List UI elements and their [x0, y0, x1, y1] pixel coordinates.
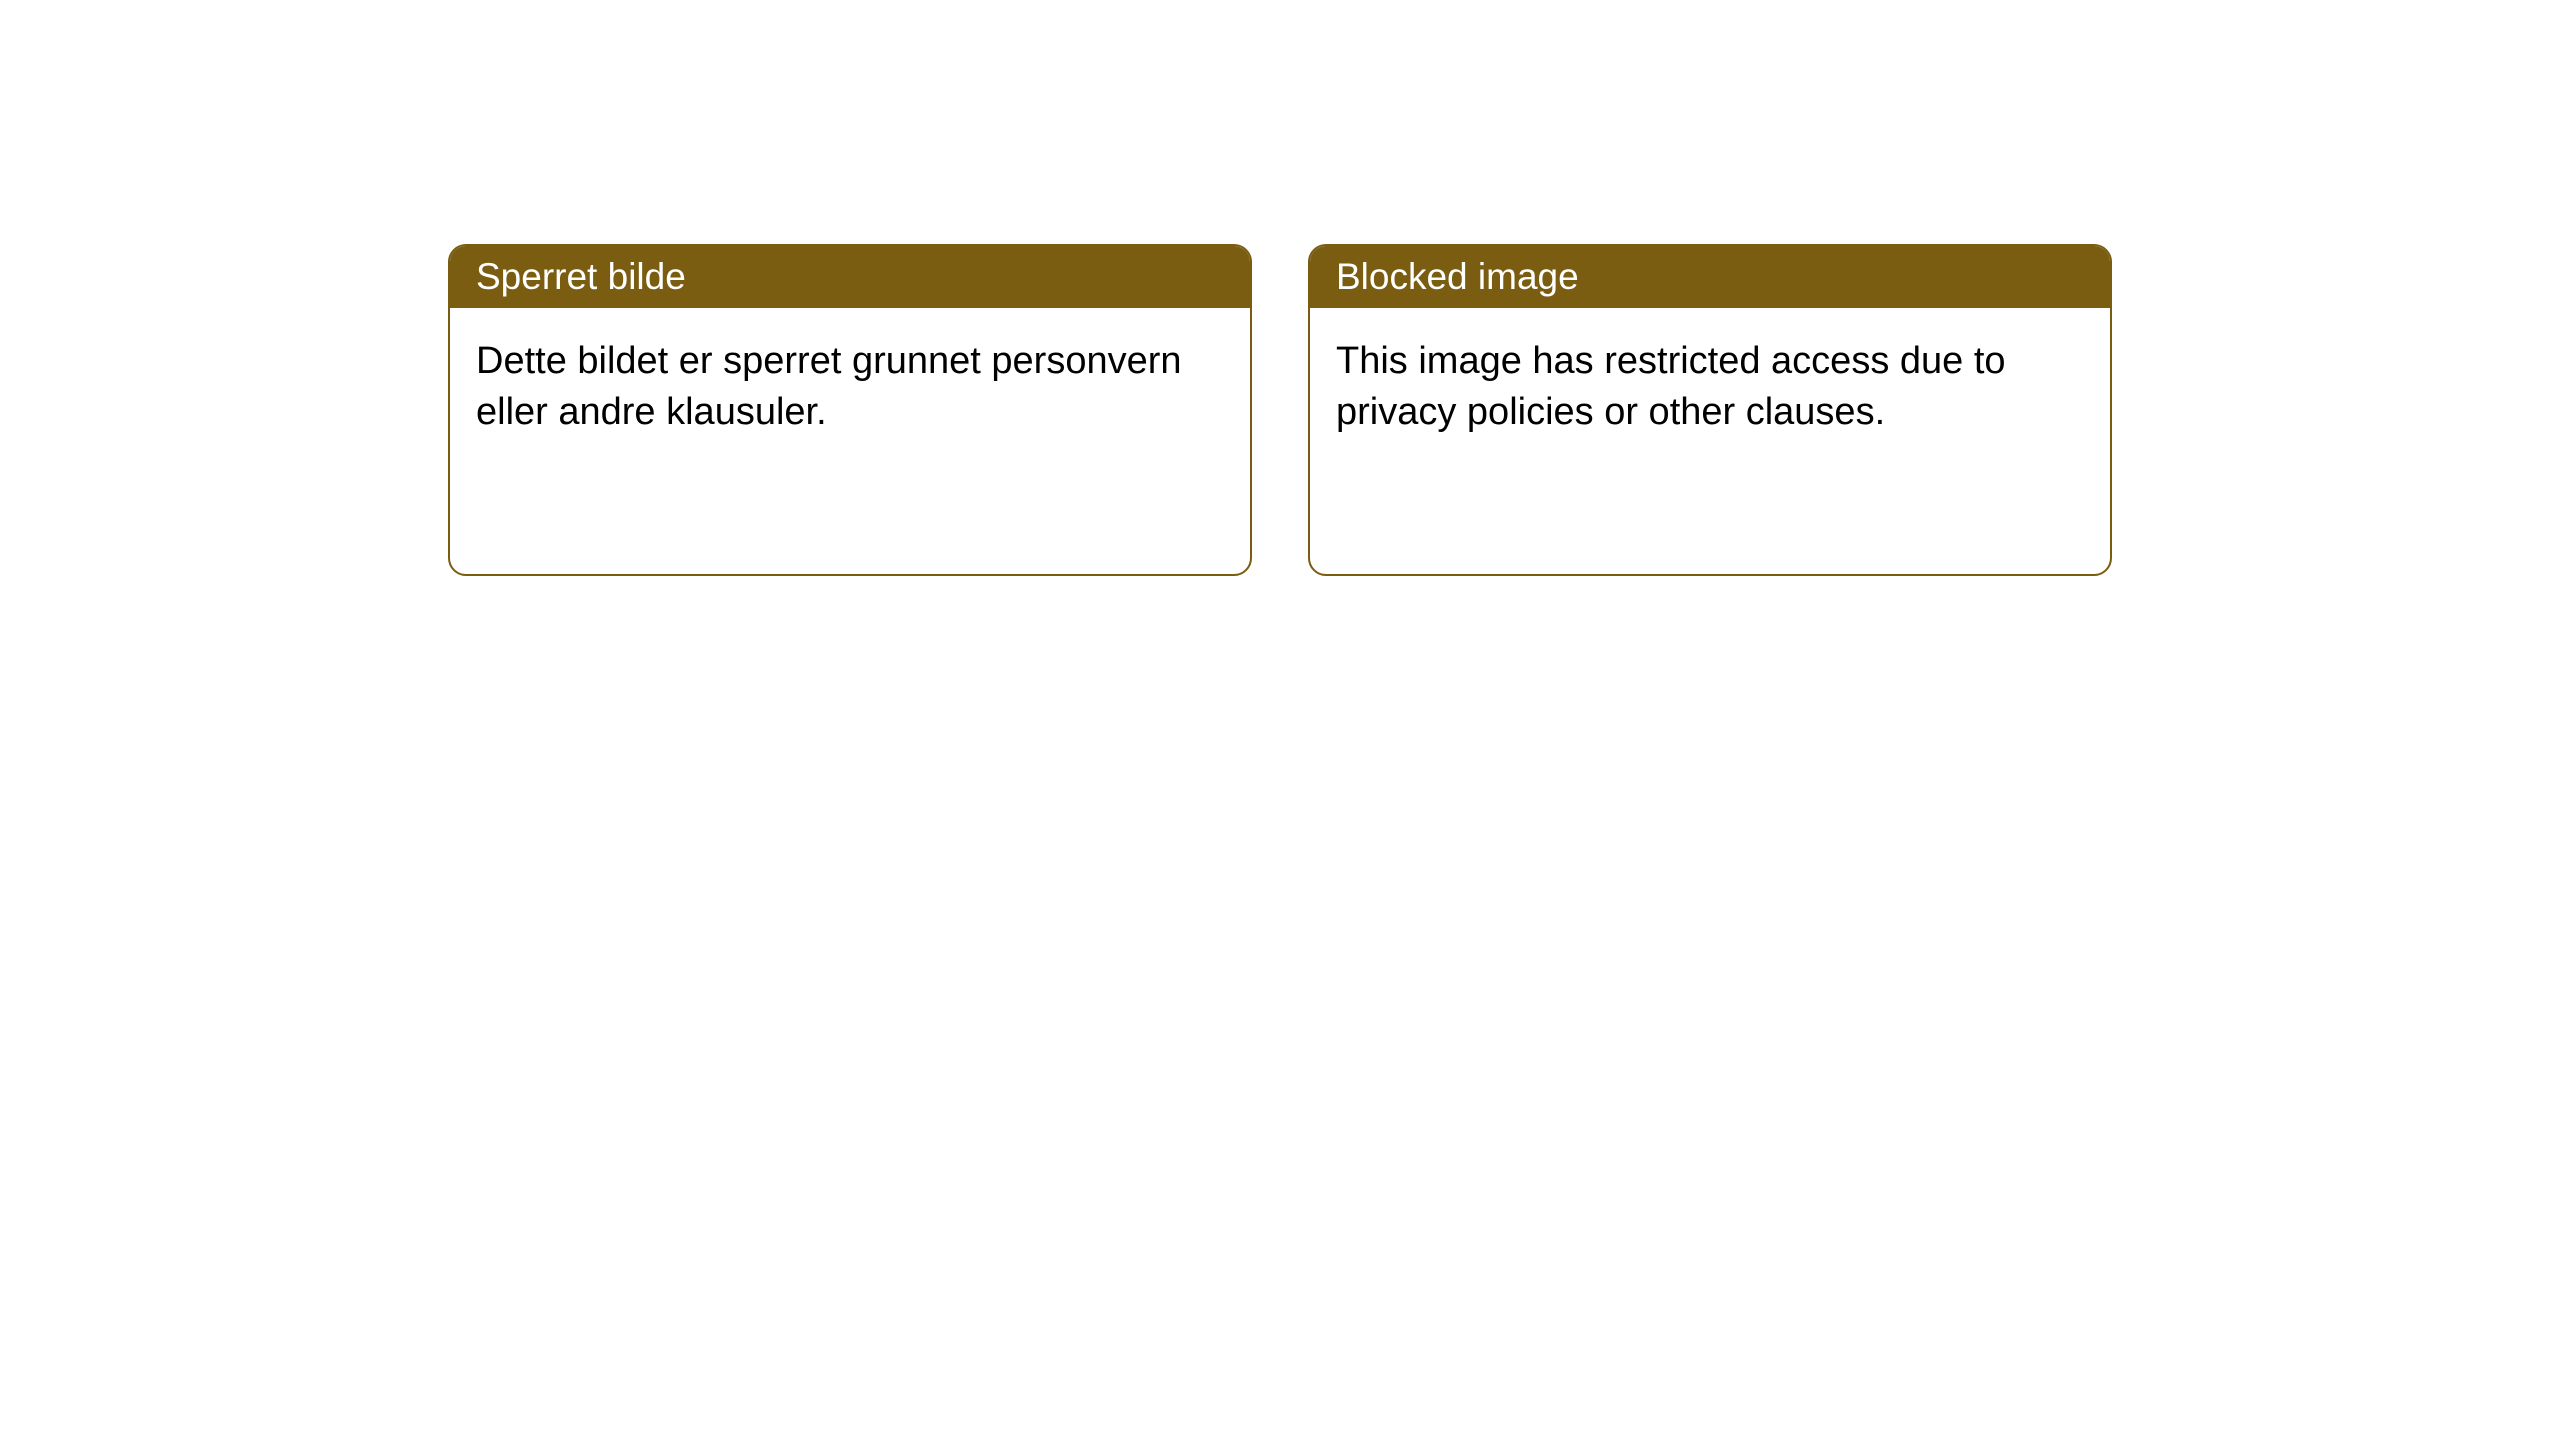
- notice-card-english: Blocked image This image has restricted …: [1308, 244, 2112, 576]
- notice-card-norwegian: Sperret bilde Dette bildet er sperret gr…: [448, 244, 1252, 576]
- notice-body: This image has restricted access due to …: [1310, 308, 2110, 467]
- notice-body: Dette bildet er sperret grunnet personve…: [450, 308, 1250, 467]
- notice-title: Blocked image: [1336, 256, 1579, 297]
- notice-header: Blocked image: [1310, 246, 2110, 308]
- notice-title: Sperret bilde: [476, 256, 686, 297]
- notice-body-text: This image has restricted access due to …: [1336, 340, 2006, 433]
- notice-body-text: Dette bildet er sperret grunnet personve…: [476, 340, 1182, 433]
- notice-header: Sperret bilde: [450, 246, 1250, 308]
- notice-container: Sperret bilde Dette bildet er sperret gr…: [0, 0, 2560, 576]
